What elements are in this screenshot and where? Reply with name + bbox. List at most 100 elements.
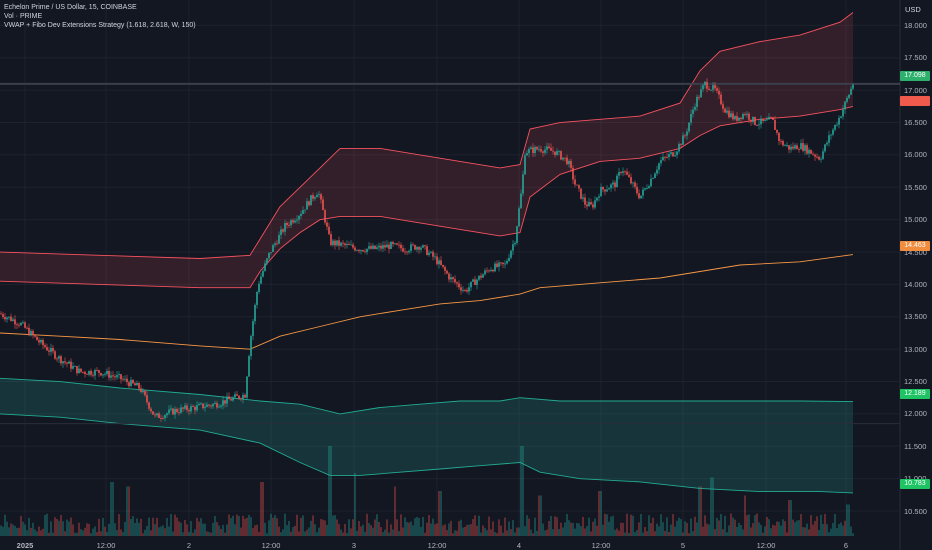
volume-bar	[72, 524, 74, 536]
volume-bar	[546, 529, 548, 536]
volume-bar	[808, 529, 810, 536]
candle-body	[466, 289, 468, 292]
volume-bar	[104, 526, 106, 536]
candle-body	[154, 414, 156, 416]
volume-bar	[696, 522, 698, 536]
candle-body	[246, 376, 248, 398]
volume-bar	[262, 482, 264, 536]
candle-body	[398, 244, 400, 246]
volume-bar	[436, 523, 438, 536]
candle-body	[814, 154, 816, 157]
volume-bar	[468, 524, 470, 536]
candle-body	[720, 94, 722, 105]
candle-body	[6, 317, 8, 320]
volume-bar	[50, 521, 52, 536]
volume-bar	[258, 531, 260, 536]
volume-bar	[416, 516, 418, 536]
volume-bar	[438, 491, 440, 536]
volume-bar	[60, 515, 62, 536]
candle-body	[44, 345, 46, 348]
volume-bar	[362, 524, 364, 536]
volume-bar	[578, 523, 580, 536]
volume-bar	[616, 528, 618, 536]
symbol-title[interactable]: Echelon Prime / US Dollar, 15, COINBASE	[4, 4, 137, 11]
volume-bar	[456, 530, 458, 536]
candle-body	[578, 185, 580, 189]
candle-body	[702, 85, 704, 90]
volume-bar	[404, 517, 406, 536]
volume-bar	[294, 525, 296, 536]
candle-body	[606, 189, 608, 192]
candle-body	[124, 378, 126, 380]
candle-body	[786, 145, 788, 147]
volume-bar	[90, 533, 92, 536]
candle-body	[228, 396, 230, 400]
volume-bar	[620, 522, 622, 536]
candle-body	[812, 153, 814, 155]
volume-bar	[94, 526, 96, 536]
candle-body	[636, 186, 638, 194]
volume-bar	[794, 522, 796, 536]
volume-bar	[100, 531, 102, 536]
volume-bar	[670, 524, 672, 536]
candle-body	[278, 234, 280, 244]
volume-bar	[790, 500, 792, 536]
volume-bar	[52, 532, 54, 536]
volume-bar	[738, 522, 740, 536]
candle-body	[756, 124, 758, 126]
candle-body	[288, 225, 290, 226]
candle-body	[26, 327, 28, 329]
volume-bar	[608, 521, 610, 536]
candle-body	[428, 252, 430, 255]
candle-body	[438, 260, 440, 265]
candle-body	[806, 145, 808, 154]
candle-body	[242, 394, 244, 400]
volume-bar	[20, 515, 22, 536]
volume-bar	[110, 482, 112, 536]
volume-indicator-label[interactable]: Vol · PRIME	[4, 13, 43, 20]
currency-label[interactable]: USD	[905, 5, 921, 14]
candle-body	[136, 382, 138, 386]
vwap-tag: 14.463	[900, 241, 930, 251]
volume-bar	[174, 514, 176, 536]
volume-bar	[494, 531, 496, 536]
volume-bar	[818, 530, 820, 536]
volume-bar	[14, 525, 16, 536]
volume-bar	[734, 519, 736, 536]
price-tick-label: 11.500	[904, 441, 927, 451]
candle-body	[392, 242, 394, 245]
candle-body	[314, 197, 316, 199]
volume-bar	[762, 532, 764, 536]
volume-bar	[296, 514, 298, 536]
candle-body	[226, 396, 228, 404]
candle-body	[116, 375, 118, 378]
candle-body	[318, 194, 320, 196]
volume-bar	[134, 523, 136, 536]
candle-body	[828, 135, 830, 143]
volume-bar	[502, 532, 504, 536]
volume-bar	[544, 530, 546, 536]
volume-bar	[768, 519, 770, 536]
volume-bar	[778, 521, 780, 536]
candle-body	[268, 252, 270, 259]
volume-bar	[606, 514, 608, 536]
candle-body	[298, 216, 300, 220]
candle-body	[432, 251, 434, 257]
volume-bar	[730, 513, 732, 536]
volume-bar	[660, 514, 662, 536]
candle-body	[60, 356, 62, 364]
candle-body	[300, 213, 302, 217]
strategy-indicator-label[interactable]: VWAP + Fibo Dev Extensions Strategy (1.6…	[4, 22, 196, 29]
candle-body	[710, 89, 712, 91]
volume-bar	[204, 523, 206, 536]
candle-body	[696, 96, 698, 107]
candle-body	[736, 116, 738, 121]
volume-bar	[564, 522, 566, 536]
candle-body	[678, 143, 680, 152]
volume-bar	[412, 525, 414, 536]
volume-bar	[376, 514, 378, 536]
candle-body	[728, 110, 730, 118]
candle-body	[144, 390, 146, 396]
volume-bar	[712, 477, 714, 536]
